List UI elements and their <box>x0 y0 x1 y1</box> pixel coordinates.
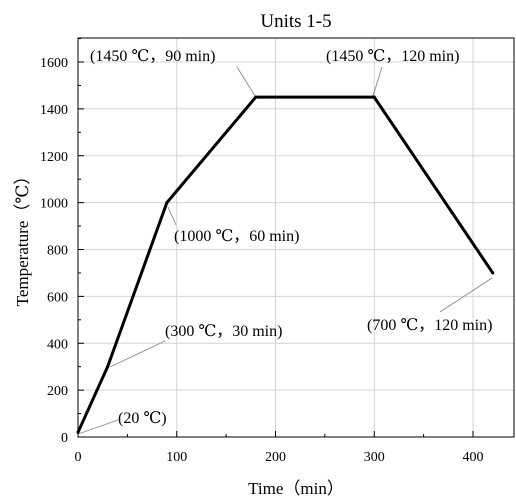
series-layer <box>76 95 495 434</box>
x-axis-label: Time（min） <box>248 479 344 498</box>
x-tick-label: 400 <box>463 450 484 465</box>
annotation-leader <box>77 419 119 435</box>
data-point <box>372 95 376 99</box>
annotation-label: (1450 ℃，90 min) <box>90 48 215 65</box>
y-tick-label: 0 <box>61 431 68 446</box>
data-point <box>106 365 110 369</box>
y-tick-label: 200 <box>47 384 68 399</box>
annotation-label: (20 ℃) <box>118 410 167 427</box>
y-tick-label: 1600 <box>40 56 68 71</box>
annotation-leader <box>109 340 166 368</box>
y-tick-label: 1200 <box>40 150 68 165</box>
y-tick-label: 800 <box>47 244 68 259</box>
plot-frame <box>77 37 515 438</box>
x-tick-label: 0 <box>75 450 82 465</box>
y-axis-label: Temperature（℃） <box>13 168 32 307</box>
data-point <box>76 430 80 434</box>
x-tick-label: 100 <box>166 450 187 465</box>
y-tick-label: 400 <box>47 337 68 352</box>
annotation-leader <box>167 206 177 226</box>
series-line <box>76 95 494 433</box>
y-tick-label: 1400 <box>40 103 68 118</box>
grid <box>78 38 514 437</box>
x-tick-label: 300 <box>364 450 385 465</box>
annotation-leader <box>439 277 493 313</box>
annotation-label: (300 ℃，30 min) <box>165 323 282 340</box>
chart-title: Units 1-5 <box>260 11 331 32</box>
axis-tick-labels: 0 100 200 300 400 0 200 400 600 800 1000 1200 1400 16… <box>40 56 484 465</box>
annotation-leader <box>372 66 383 97</box>
annotation-leader <box>236 66 256 97</box>
data-point <box>491 271 495 275</box>
annotation-label: (1000 ℃，60 min) <box>174 228 299 245</box>
x-tick-label: 200 <box>265 450 286 465</box>
annotation-leaders <box>77 66 493 435</box>
y-tick-label: 600 <box>47 290 68 305</box>
data-point <box>165 201 169 205</box>
annotations: (20 ℃) (300 ℃，30 min) (1000 ℃，60 min) (1450… <box>90 48 492 427</box>
y-tick-label: 1000 <box>40 197 68 212</box>
data-point <box>254 95 258 99</box>
annotation-label: (1450 ℃，120 min) <box>326 48 459 65</box>
annotation-label: (700 ℃，120 min) <box>367 317 492 334</box>
